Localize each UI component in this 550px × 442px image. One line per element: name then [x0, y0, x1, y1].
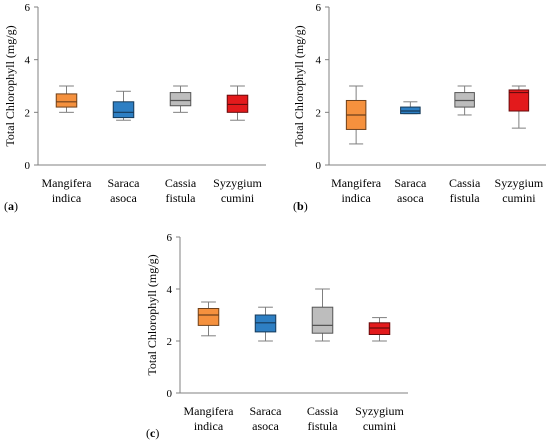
box-mangifera: [345, 85, 367, 145]
x-tick-label-line2: asoca: [397, 191, 424, 205]
x-tick-label-line1: Mangifera: [42, 176, 93, 190]
y-tick-label: 2: [25, 107, 31, 119]
box-mangifera: [55, 85, 78, 113]
iqr-box: [508, 89, 530, 112]
iqr-box: [55, 93, 78, 108]
box-saraca: [112, 90, 135, 121]
x-tick-label-line1: Syzygium: [355, 404, 404, 418]
x-tick-label-line1: Mangifera: [184, 404, 235, 418]
x-tick-label-line2: fistula: [450, 191, 481, 205]
x-tick-label-line1: Saraca: [250, 404, 283, 418]
x-tick-label-line2: cumini: [221, 191, 255, 205]
iqr-box: [400, 106, 421, 115]
y-tick-label: 0: [316, 160, 322, 172]
box-mangifera: [197, 301, 220, 337]
x-tick-label-line1: Saraca: [108, 176, 141, 190]
y-tick-label: 0: [167, 388, 173, 400]
x-tick-label-line2: asoca: [110, 191, 137, 205]
y-tick-label: 0: [25, 160, 31, 172]
panel-label: (c): [146, 426, 159, 440]
box-saraca: [400, 101, 421, 115]
y-tick-label: 6: [25, 2, 31, 14]
box-syzygium: [508, 85, 530, 129]
iqr-box: [226, 94, 249, 113]
y-tick-label: 2: [316, 107, 322, 119]
x-tick-label-line2: fistula: [308, 419, 339, 433]
x-tick-label-line1: Cassia: [165, 176, 197, 190]
x-tick-label-line2: cumini: [363, 419, 397, 433]
box-cassia: [454, 85, 475, 116]
x-tick-label-line1: Cassia: [307, 404, 339, 418]
y-axis-title: Total Chlorophyll (mg/g): [292, 25, 306, 146]
box-cassia: [311, 288, 334, 342]
box-saraca: [254, 306, 277, 342]
panel-label: (b): [293, 199, 308, 213]
iqr-box: [254, 314, 277, 333]
x-tick-label-line1: Saraca: [394, 176, 427, 190]
iqr-box: [197, 308, 220, 326]
x-tick-label-line2: indica: [52, 191, 82, 205]
iqr-box: [311, 306, 334, 334]
y-tick-label: 2: [167, 336, 173, 348]
x-tick-label-line2: indica: [341, 191, 371, 205]
x-tick-label-line1: Syzygium: [213, 176, 262, 190]
x-tick-label-line1: Mangifera: [331, 176, 382, 190]
chart-panel-b: 0 2 4 6 Total Chlorophyll (mg/g) Mangiferaind…: [292, 2, 546, 213]
iqr-box: [454, 92, 475, 108]
x-tick-label-line1: Cassia: [449, 176, 481, 190]
y-tick-label: 6: [316, 2, 322, 14]
y-axis-title: Total Chlorophyll (mg/g): [145, 254, 159, 375]
box-syzygium: [368, 317, 391, 342]
x-tick-label-line2: indica: [194, 419, 224, 433]
x-tick-label-line2: asoca: [252, 419, 279, 433]
x-tick-label-line2: fistula: [166, 191, 197, 205]
y-tick-label: 4: [167, 284, 173, 296]
box-cassia: [169, 85, 192, 113]
y-tick-label: 4: [316, 55, 322, 67]
chart-panel-a: 0 2 4 6 Total Chlorophyll (mg/g) Mangiferaind…: [3, 2, 266, 213]
x-tick-label-line2: cumini: [502, 191, 536, 205]
box-syzygium: [226, 85, 249, 121]
x-tick-label-line1: Syzygium: [495, 176, 544, 190]
y-axis-title: Total Chlorophyll (mg/g): [3, 25, 17, 146]
chart-panel-c: 0 2 4 6 Total Chlorophyll (mg/g) Mangiferaind…: [145, 232, 408, 440]
iqr-box: [169, 92, 192, 107]
y-tick-label: 4: [25, 55, 31, 67]
iqr-box: [368, 322, 391, 335]
y-tick-label: 6: [167, 232, 173, 244]
panel-label: (a): [4, 199, 18, 213]
iqr-box: [112, 101, 135, 119]
